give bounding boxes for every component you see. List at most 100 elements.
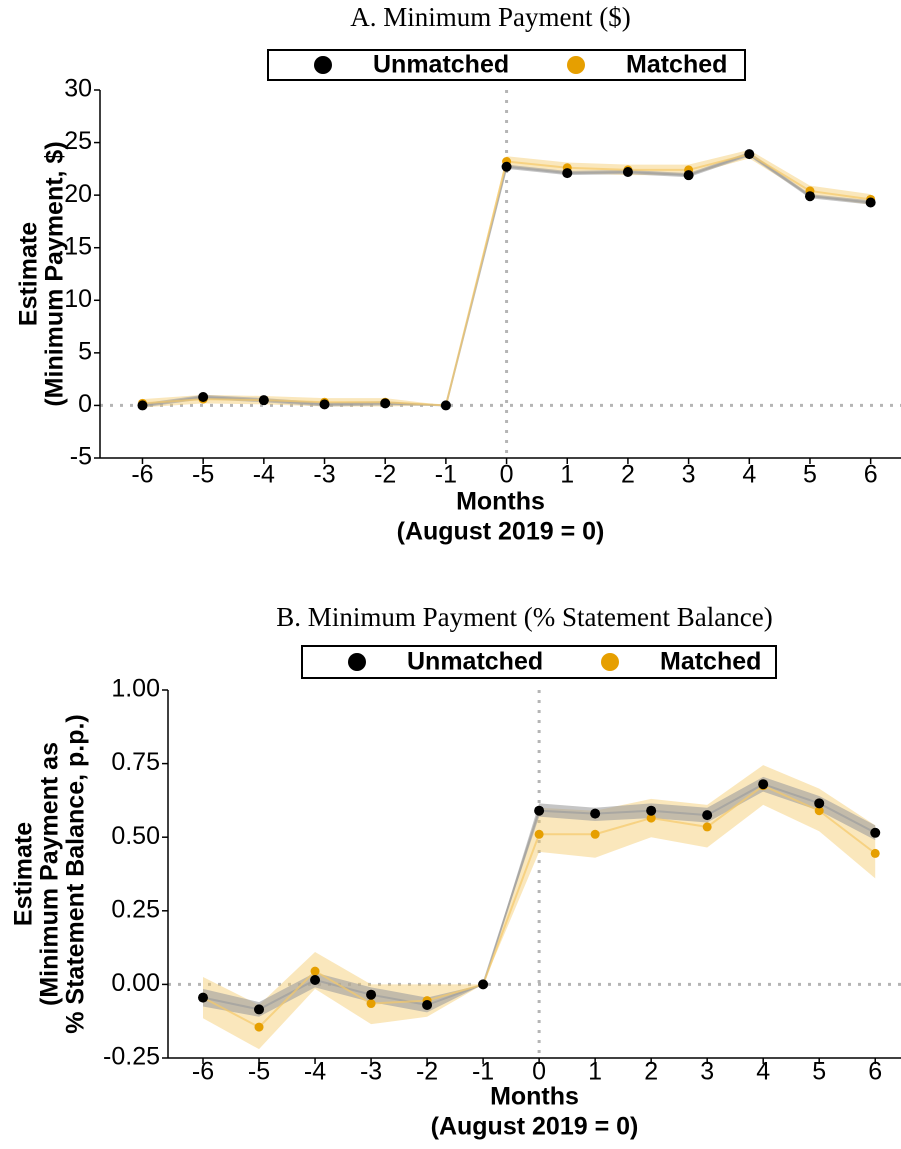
data-point [870,848,880,858]
data-point [804,191,815,202]
data-point [380,398,391,409]
y-tick-label: -5 [70,443,92,471]
legend-marker [314,56,332,74]
data-point [865,197,876,208]
x-tick-label: 1 [560,461,574,489]
legend-marker [348,653,366,671]
y-axis-label: (Minimum Payment, $) [41,141,69,406]
data-point [590,829,600,839]
x-tick-label: 1 [588,1058,602,1086]
data-point [590,808,601,819]
y-tick-label: 25 [64,127,92,155]
legend-label: Matched [626,51,727,79]
confidence-band [203,776,876,1017]
y-tick-label: 0.50 [111,822,160,850]
data-point [440,400,451,411]
data-point [702,810,713,821]
y-tick-label: -0.25 [103,1043,160,1071]
y-tick-label: 0.75 [111,748,160,776]
data-point [254,1022,264,1032]
x-tick-label: 5 [812,1058,826,1086]
x-axis-label: Months [456,488,545,516]
x-tick-label: -2 [416,1058,438,1086]
legend-box [267,49,746,81]
data-point [758,779,769,790]
y-axis-label: Estimate [10,822,38,926]
x-tick-label: 4 [756,1058,770,1086]
x-tick-label: 3 [682,461,696,489]
data-point [422,1000,433,1011]
y-axis-label: (Minimum Payment as [36,742,64,1006]
chart-title: B. Minimum Payment (% Statement Balance) [276,602,772,632]
x-tick-label: -4 [253,461,275,489]
x-tick-label: -5 [192,461,214,489]
data-point [744,149,755,160]
data-point [646,813,656,823]
legend-marker [567,56,585,74]
x-tick-label: 4 [742,461,756,489]
x-tick-label: -3 [313,461,335,489]
data-point [366,999,376,1009]
x-tick-label: 2 [644,1058,658,1086]
data-point [814,798,825,809]
x-tick-label: -3 [360,1058,382,1086]
y-tick-label: 20 [64,180,92,208]
data-point [870,827,881,838]
y-axis-label: % Statement Balance, p.p.) [62,714,90,1034]
chart-title: A. Minimum Payment ($) [350,2,630,32]
data-point [702,822,712,832]
legend-marker [601,653,619,671]
x-axis-label: (August 2019 = 0) [431,1113,639,1141]
x-tick-label: -1 [472,1058,494,1086]
y-tick-label: 15 [64,232,92,260]
data-point [562,168,573,179]
data-point [683,170,694,181]
x-axis-label: Months [490,1083,579,1111]
data-point [814,806,824,816]
data-point [137,400,148,411]
y-tick-label: 0.00 [111,969,160,997]
x-tick-label: 0 [532,1058,546,1086]
data-point [478,979,489,990]
y-tick-label: 0 [78,390,92,418]
legend-box [301,645,777,679]
x-tick-label: -6 [192,1058,214,1086]
x-tick-label: 6 [868,1058,882,1086]
x-tick-label: -2 [374,461,396,489]
legend-label: Matched [660,648,761,676]
data-point [622,167,633,178]
y-tick-label: 0.25 [111,895,160,923]
y-tick-label: 5 [78,337,92,365]
data-point [198,392,209,403]
x-tick-label: -5 [248,1058,270,1086]
data-point [501,161,512,172]
legend-label: Unmatched [373,51,509,79]
x-tick-label: 6 [864,461,878,489]
y-tick-label: 1.00 [111,675,160,703]
y-tick-label: 10 [64,285,92,313]
data-point [319,399,330,410]
data-point [646,805,657,816]
data-point [310,966,320,976]
x-tick-label: -6 [131,461,153,489]
x-tick-label: 0 [500,461,514,489]
data-point [198,992,209,1003]
confidence-band [203,765,876,1050]
x-tick-label: -1 [435,461,457,489]
confidence-band [142,149,871,408]
data-point [366,989,377,1000]
data-point [534,805,545,816]
x-axis-label: (August 2019 = 0) [397,518,605,546]
y-axis-label: Estimate [15,222,43,326]
x-tick-label: 5 [803,461,817,489]
legend-label: Unmatched [407,648,543,676]
data-point [254,1004,265,1015]
x-tick-label: 2 [621,461,635,489]
y-tick-label: 30 [64,75,92,103]
data-point [310,974,321,985]
data-point [534,829,544,839]
data-point [258,395,269,406]
x-tick-label: -4 [304,1058,326,1086]
x-tick-label: 3 [700,1058,714,1086]
